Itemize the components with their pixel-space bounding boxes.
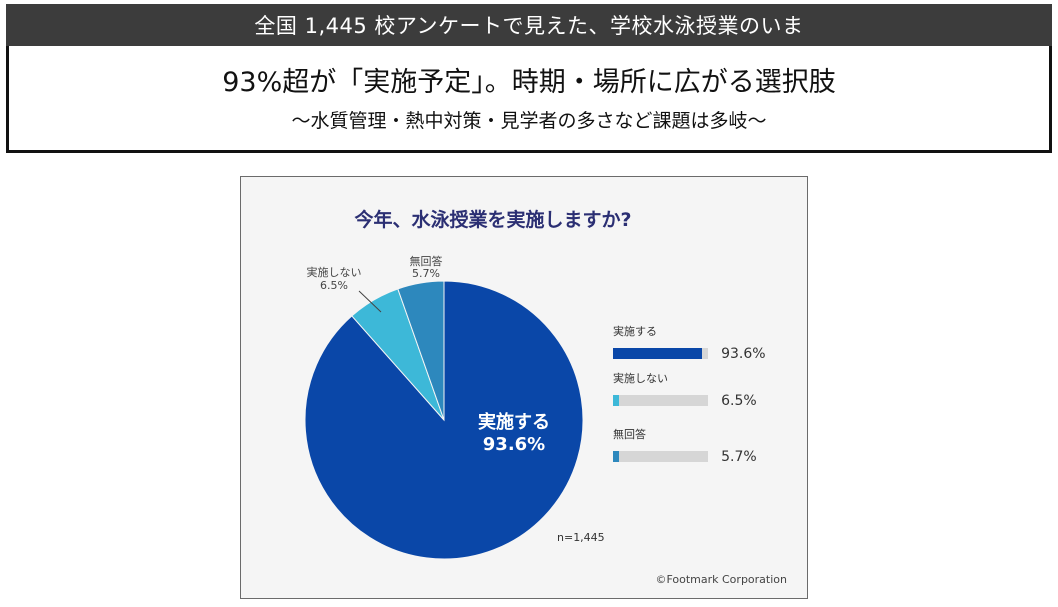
slice-label-name-1: 実施しない xyxy=(307,265,362,279)
legend-value: 93.6% xyxy=(721,345,766,362)
pie-slice-2 xyxy=(397,280,445,421)
slice-label-value-2: 5.7% xyxy=(412,267,440,280)
slice-label-name-0: 実施する xyxy=(478,411,550,433)
legend-bar-track xyxy=(613,451,708,462)
legend-bar-fill xyxy=(613,348,702,359)
headline-sub: 〜水質管理・熱中対策・見学者の多さなど課題は多岐〜 xyxy=(291,110,767,132)
legend-value: 5.7% xyxy=(721,448,757,465)
legend-name: 実施する xyxy=(613,325,657,338)
legend-bar-track xyxy=(613,395,708,406)
legend-name: 実施しない xyxy=(613,372,668,385)
legend-item-no-answer: 無回答 5.7% xyxy=(613,426,793,465)
slice-label-value-0: 93.6% xyxy=(483,434,545,455)
legend-bar-fill xyxy=(613,395,619,406)
chart-title: 今年、水泳授業を実施しますか? xyxy=(354,209,632,231)
headline-box: 93%超が「実施予定」。時期・場所に広がる選択肢 〜水質管理・熱中対策・見学者の… xyxy=(6,46,1052,153)
top-banner: 全国 1,445 校アンケートで見えた、学校水泳授業のいま xyxy=(6,4,1052,46)
slice-label-value-1: 6.5% xyxy=(320,279,348,292)
legend-item-not-implement: 実施しない 6.5% xyxy=(613,370,793,409)
legend-bar-fill xyxy=(613,451,619,462)
legend-bar-track xyxy=(613,348,708,359)
slice-label-name-2: 無回答 xyxy=(410,254,443,268)
banner-text: 全国 1,445 校アンケートで見えた、学校水泳授業のいま xyxy=(254,14,804,38)
chart-card: 今年、水泳授業を実施しますか? 実施する 93.6% 実施しない 6.5% 無回答 5.7… xyxy=(240,176,808,599)
pie-slice-0 xyxy=(304,280,584,560)
sample-size-label: n=1,445 xyxy=(557,531,605,544)
copyright-text: ©Footmark Corporation xyxy=(655,573,787,586)
legend-value: 6.5% xyxy=(721,392,757,409)
headline-main: 93%超が「実施予定」。時期・場所に広がる選択肢 xyxy=(222,67,836,98)
leader-line xyxy=(358,290,382,313)
legend-item-implement: 実施する 93.6% xyxy=(613,323,793,362)
legend-name: 無回答 xyxy=(613,428,646,441)
